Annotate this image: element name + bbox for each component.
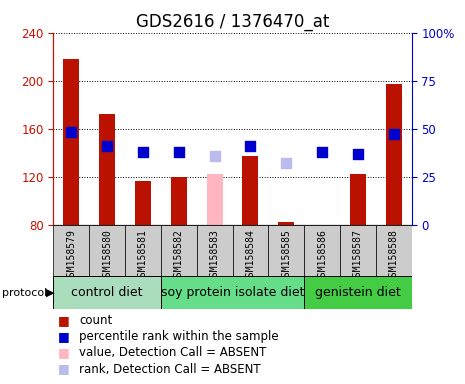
Bar [125, 225, 161, 276]
Bar [135, 182, 151, 225]
Point [246, 143, 254, 149]
Bar [385, 84, 402, 225]
Bar [161, 225, 197, 276]
Bar [53, 276, 161, 309]
Point [211, 152, 218, 159]
Bar [53, 225, 89, 276]
Text: GSM158580: GSM158580 [102, 229, 112, 281]
Point [103, 143, 111, 149]
Point [139, 149, 146, 155]
Point [390, 131, 397, 137]
Text: ■: ■ [58, 330, 70, 343]
Point [282, 160, 290, 166]
Bar [197, 225, 232, 276]
Text: GSM158588: GSM158588 [389, 229, 399, 281]
Bar [206, 174, 223, 225]
Text: GDS2616 / 1376470_at: GDS2616 / 1376470_at [136, 13, 329, 31]
Bar [171, 177, 187, 225]
Text: GSM158586: GSM158586 [317, 229, 327, 281]
Bar [304, 276, 412, 309]
Text: ▶: ▶ [46, 288, 54, 298]
Text: GSM158583: GSM158583 [210, 229, 219, 281]
Point [318, 149, 325, 155]
Text: count: count [79, 314, 113, 327]
Text: rank, Detection Call = ABSENT: rank, Detection Call = ABSENT [79, 362, 261, 376]
Text: genistein diet: genistein diet [315, 286, 401, 299]
Text: value, Detection Call = ABSENT: value, Detection Call = ABSENT [79, 346, 266, 359]
Text: GSM158579: GSM158579 [66, 229, 76, 281]
Text: ■: ■ [58, 362, 70, 376]
Bar [304, 225, 340, 276]
Bar [63, 59, 80, 225]
Text: ■: ■ [58, 346, 70, 359]
Bar [232, 225, 268, 276]
Text: control diet: control diet [72, 286, 143, 299]
Bar [99, 114, 115, 225]
Point [67, 129, 75, 136]
Bar [340, 225, 376, 276]
Text: ■: ■ [58, 314, 70, 327]
Point [354, 151, 361, 157]
Text: percentile rank within the sample: percentile rank within the sample [79, 330, 279, 343]
Point [175, 149, 182, 155]
Bar [376, 225, 412, 276]
Text: GSM158582: GSM158582 [174, 229, 184, 281]
Text: GSM158584: GSM158584 [246, 229, 255, 281]
Text: protocol: protocol [2, 288, 47, 298]
Text: soy protein isolate diet: soy protein isolate diet [161, 286, 304, 299]
Bar [350, 174, 366, 225]
Bar [161, 276, 304, 309]
Bar [268, 225, 304, 276]
Text: GSM158585: GSM158585 [281, 229, 291, 281]
Bar [278, 222, 294, 225]
Bar [89, 225, 125, 276]
Bar [242, 156, 259, 225]
Text: GSM158587: GSM158587 [353, 229, 363, 281]
Text: GSM158581: GSM158581 [138, 229, 148, 281]
